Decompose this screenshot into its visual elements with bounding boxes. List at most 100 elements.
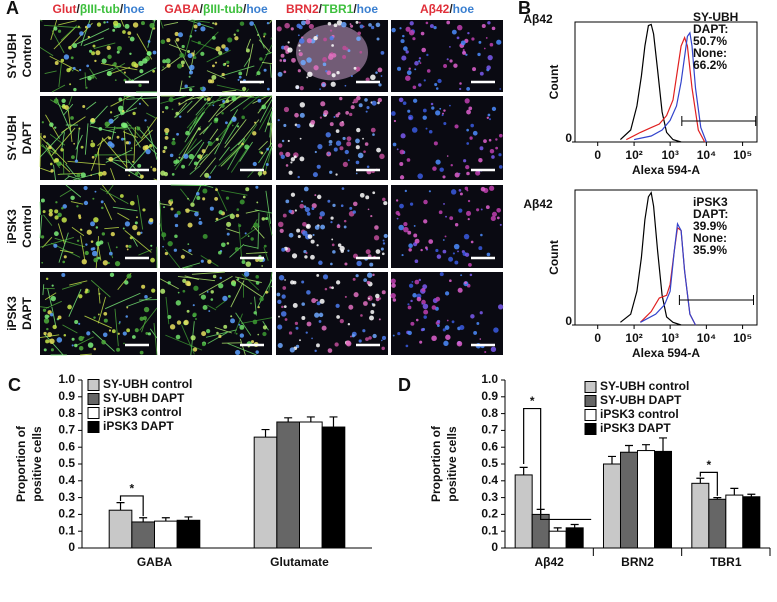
cell bbox=[497, 304, 504, 310]
neurite bbox=[93, 42, 116, 49]
neurite bbox=[55, 97, 72, 134]
neurite bbox=[54, 237, 85, 248]
cell bbox=[167, 240, 173, 247]
cell bbox=[144, 295, 148, 299]
bar bbox=[253, 436, 278, 549]
cell bbox=[368, 23, 372, 27]
neurite bbox=[100, 188, 129, 205]
cell bbox=[459, 87, 462, 91]
cell bbox=[161, 232, 167, 238]
histogram-line bbox=[639, 226, 697, 326]
cell bbox=[377, 67, 383, 73]
cell bbox=[344, 149, 349, 155]
y-tick-label: 0 bbox=[68, 540, 75, 554]
cell bbox=[197, 22, 201, 27]
cell bbox=[138, 102, 141, 105]
cell bbox=[466, 128, 469, 132]
error-bar bbox=[659, 437, 668, 452]
cell bbox=[325, 70, 328, 73]
cell bbox=[215, 137, 219, 141]
cell bbox=[207, 79, 213, 84]
neurite bbox=[241, 273, 260, 291]
panel-label: C bbox=[8, 375, 21, 395]
neurite bbox=[44, 292, 57, 301]
row-label: iPSK3 bbox=[5, 296, 19, 331]
cell bbox=[167, 315, 172, 319]
cell bbox=[48, 208, 53, 214]
bar bbox=[131, 521, 155, 549]
cell bbox=[50, 348, 54, 352]
cell bbox=[391, 27, 396, 33]
cell bbox=[480, 186, 486, 192]
neurite bbox=[61, 282, 82, 290]
cell bbox=[314, 312, 320, 318]
cell bbox=[107, 54, 112, 60]
neurite bbox=[168, 43, 187, 52]
cell bbox=[488, 118, 491, 121]
cell bbox=[445, 334, 451, 340]
cell bbox=[203, 98, 207, 101]
cell bbox=[181, 164, 186, 169]
gate-percent: 66.2% bbox=[693, 58, 727, 72]
cell bbox=[93, 217, 99, 223]
cell bbox=[319, 88, 321, 90]
cell bbox=[134, 171, 139, 176]
neurite bbox=[209, 128, 219, 141]
neurite bbox=[235, 279, 264, 298]
neurite bbox=[245, 209, 259, 214]
cell bbox=[280, 311, 287, 317]
cell bbox=[63, 54, 70, 60]
cell bbox=[489, 42, 494, 47]
cell bbox=[132, 111, 136, 116]
neurite bbox=[127, 159, 144, 179]
cell bbox=[380, 339, 383, 342]
cell bbox=[112, 20, 119, 26]
error-bar bbox=[284, 417, 293, 422]
cell bbox=[70, 56, 74, 60]
neurite bbox=[261, 61, 273, 65]
neurite bbox=[164, 248, 181, 269]
cell bbox=[50, 169, 54, 173]
cell bbox=[102, 332, 108, 338]
micrograph bbox=[391, 185, 503, 268]
cell bbox=[411, 280, 414, 283]
neurite bbox=[255, 44, 273, 77]
cell bbox=[375, 297, 380, 302]
cell bbox=[485, 37, 488, 39]
cell bbox=[297, 34, 300, 37]
cell bbox=[362, 329, 366, 333]
cell bbox=[408, 67, 411, 70]
cell bbox=[306, 224, 310, 228]
cell bbox=[162, 245, 164, 248]
cell bbox=[116, 347, 121, 352]
cell bbox=[425, 127, 428, 130]
neurite bbox=[230, 145, 250, 173]
cell bbox=[301, 280, 305, 284]
cell bbox=[50, 162, 53, 166]
neurite bbox=[184, 266, 193, 269]
cell bbox=[454, 124, 459, 129]
cell bbox=[256, 71, 261, 76]
cell bbox=[312, 233, 315, 237]
neurite bbox=[63, 103, 74, 116]
neurite bbox=[257, 212, 260, 250]
cell bbox=[83, 200, 89, 206]
neurite bbox=[107, 242, 114, 259]
cell bbox=[411, 127, 418, 133]
neurite bbox=[75, 336, 94, 347]
cell bbox=[91, 250, 98, 257]
cell bbox=[331, 286, 334, 290]
cell bbox=[41, 121, 44, 124]
cell bbox=[124, 23, 130, 29]
cell bbox=[435, 159, 441, 165]
neurite bbox=[136, 126, 158, 150]
cell bbox=[67, 304, 72, 310]
cell bbox=[347, 249, 350, 252]
cell bbox=[397, 66, 402, 71]
cell bbox=[234, 36, 239, 41]
cell bbox=[442, 249, 447, 254]
cell bbox=[372, 333, 377, 339]
cell bbox=[144, 145, 149, 150]
y-tick-label: 0.3 bbox=[481, 490, 498, 504]
cell bbox=[111, 329, 116, 334]
